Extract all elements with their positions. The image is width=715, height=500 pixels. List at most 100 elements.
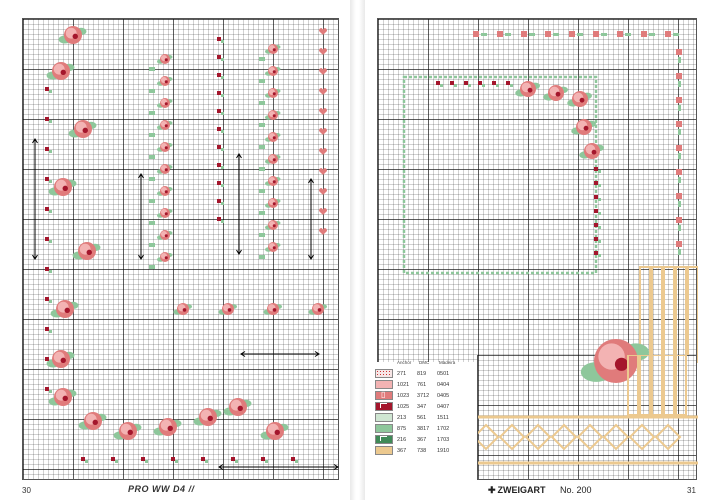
thread-swatch bbox=[375, 446, 393, 455]
arrow-head bbox=[314, 351, 320, 357]
rose-bud bbox=[45, 327, 49, 331]
bud-leaf bbox=[49, 210, 52, 213]
bud-leaf bbox=[49, 120, 52, 123]
leaf bbox=[259, 167, 265, 171]
leaf bbox=[149, 155, 155, 159]
border-flower bbox=[569, 31, 575, 37]
rose-bud-core bbox=[164, 212, 168, 216]
bud-leaf bbox=[482, 84, 485, 87]
dmc-number: 561 bbox=[417, 414, 427, 421]
border-flower bbox=[593, 31, 599, 37]
leaf bbox=[259, 57, 265, 61]
rose-bud bbox=[217, 109, 221, 113]
left-page-number: 30 bbox=[22, 486, 31, 495]
rose-bud bbox=[45, 177, 49, 181]
rose-bud bbox=[111, 457, 115, 461]
rose-bud bbox=[141, 457, 145, 461]
dmc-number: 819 bbox=[417, 370, 427, 377]
heart-motif bbox=[319, 228, 327, 235]
rose-bud-core bbox=[274, 429, 280, 436]
border-leaf bbox=[678, 249, 681, 255]
thread-swatch: ▯ bbox=[375, 390, 393, 400]
heart-motif bbox=[319, 148, 327, 155]
thread-key-row: 875 3817 1702 bbox=[375, 423, 475, 434]
arrow-head bbox=[218, 464, 224, 470]
issue-number: No. 200 bbox=[560, 485, 592, 495]
rose-bud bbox=[594, 237, 598, 241]
rose-bud-core bbox=[64, 307, 70, 314]
rose-motif bbox=[567, 91, 592, 107]
leaf bbox=[149, 111, 155, 115]
bud-leaf bbox=[175, 460, 178, 463]
dmc-number: 738 bbox=[417, 447, 427, 454]
dmc-number: 761 bbox=[417, 381, 427, 388]
rose-motif bbox=[265, 154, 281, 164]
rose-bud bbox=[45, 387, 49, 391]
thread-key-row: 213 561 1511 bbox=[375, 412, 475, 423]
leaf bbox=[149, 265, 155, 269]
bud-leaf bbox=[454, 84, 457, 87]
border-leaf bbox=[678, 225, 681, 231]
bud-leaf bbox=[221, 40, 224, 43]
brand-logo: ✚ ZWEIGART bbox=[488, 485, 546, 496]
arrow-head bbox=[308, 178, 314, 184]
rose-bud bbox=[45, 267, 49, 271]
border-flower bbox=[676, 169, 682, 175]
rose-bud-core bbox=[164, 168, 168, 172]
rose-bud-core bbox=[82, 127, 88, 134]
bud-leaf bbox=[49, 270, 52, 273]
rose-bud bbox=[506, 81, 510, 85]
rose-motif bbox=[265, 110, 281, 120]
rose-bud bbox=[45, 117, 49, 121]
rose-motif bbox=[157, 76, 173, 86]
madeira-number: 1511 bbox=[437, 414, 449, 421]
arrow-head bbox=[138, 173, 144, 179]
bud-leaf bbox=[49, 240, 52, 243]
leaf bbox=[259, 233, 265, 237]
bud-leaf bbox=[221, 112, 224, 115]
rose-motif bbox=[157, 120, 173, 130]
border-flower bbox=[676, 73, 682, 79]
rose-motif bbox=[265, 88, 281, 98]
lattice-diamond bbox=[654, 423, 682, 451]
brand-cross-icon: ✚ bbox=[488, 485, 496, 495]
rose-bud-core bbox=[227, 308, 232, 312]
lattice-diamond bbox=[550, 423, 578, 451]
heart-motif bbox=[319, 168, 327, 175]
madeira-number: 0501 bbox=[437, 370, 450, 377]
rose-bud-core bbox=[272, 180, 276, 184]
leaf bbox=[149, 67, 155, 71]
lattice-bar bbox=[675, 355, 687, 416]
rose-motif bbox=[157, 98, 173, 108]
bud-leaf bbox=[205, 460, 208, 463]
border-leaf bbox=[505, 33, 511, 36]
anchor-number: 1025 bbox=[397, 403, 410, 410]
rose-motif bbox=[265, 242, 281, 252]
bud-leaf bbox=[468, 84, 471, 87]
rose-motif bbox=[68, 120, 97, 138]
border-leaf bbox=[601, 33, 607, 36]
lattice-bar bbox=[639, 266, 651, 363]
bud-leaf bbox=[235, 460, 238, 463]
left-page: 30 PRO WW D4 // bbox=[0, 0, 350, 500]
lattice-bar bbox=[675, 266, 687, 363]
thread-key-row: 367 738 1910 bbox=[375, 445, 475, 456]
rose-bud-core bbox=[579, 97, 585, 103]
leaf bbox=[259, 255, 265, 259]
bud-leaf bbox=[221, 76, 224, 79]
leaf bbox=[149, 89, 155, 93]
rose-motif bbox=[265, 220, 281, 230]
rose-motif bbox=[543, 85, 568, 101]
thread-key-row: 216 367 1703 bbox=[375, 434, 475, 445]
rose-motif bbox=[46, 62, 75, 80]
border-flower bbox=[665, 31, 671, 37]
rose-motif bbox=[157, 54, 173, 64]
rose-bud bbox=[464, 81, 468, 85]
bud-leaf bbox=[598, 240, 601, 243]
rose-bud bbox=[217, 73, 221, 77]
leaf bbox=[259, 145, 265, 149]
dmc-column-header: DMC bbox=[419, 360, 430, 365]
rose-bud bbox=[217, 91, 221, 95]
rose-bud bbox=[261, 457, 265, 461]
arrow-head bbox=[32, 254, 38, 260]
